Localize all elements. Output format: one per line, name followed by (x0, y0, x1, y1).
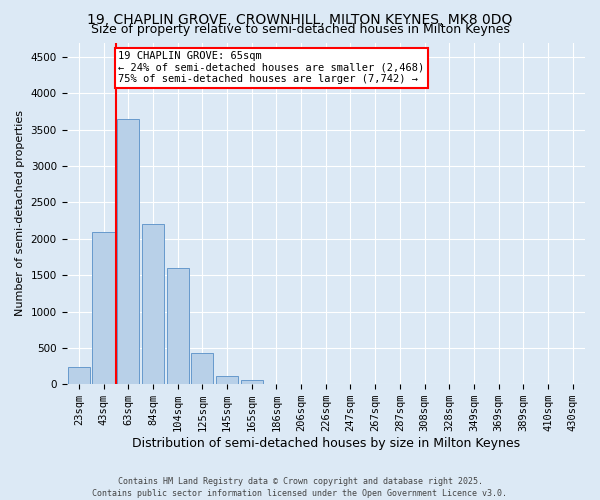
Bar (241, 380, 263, 384)
Text: 19, CHAPLIN GROVE, CROWNHILL, MILTON KEYNES, MK8 0DQ: 19, CHAPLIN GROVE, CROWNHILL, MILTON KEY… (88, 12, 512, 26)
Bar (191, 353, 214, 384)
Text: Size of property relative to semi-detached houses in Milton Keynes: Size of property relative to semi-detach… (91, 22, 509, 36)
Bar (92, 232, 115, 384)
Bar (117, 119, 139, 384)
Text: Contains HM Land Registry data © Crown copyright and database right 2025.
Contai: Contains HM Land Registry data © Crown c… (92, 476, 508, 498)
X-axis label: Distribution of semi-detached houses by size in Milton Keynes: Distribution of semi-detached houses by … (132, 437, 520, 450)
Text: 19 CHAPLIN GROVE: 65sqm
← 24% of semi-detached houses are smaller (2,468)
75% of: 19 CHAPLIN GROVE: 65sqm ← 24% of semi-de… (118, 51, 425, 84)
Bar (216, 376, 238, 384)
Bar (68, 368, 90, 384)
Bar (142, 224, 164, 384)
Y-axis label: Number of semi-detached properties: Number of semi-detached properties (15, 110, 25, 316)
Bar (167, 268, 189, 384)
